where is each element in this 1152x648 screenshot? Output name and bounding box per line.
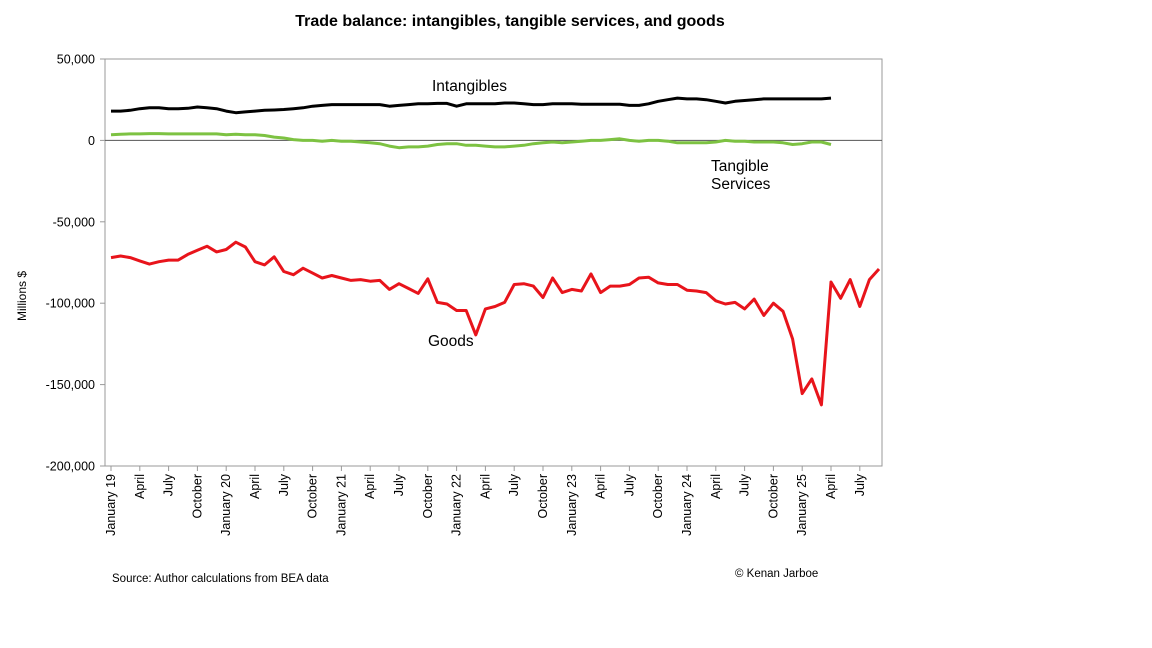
plot-area-border — [104, 58, 883, 467]
annotation-intangibles: Intangibles — [432, 78, 507, 95]
y-tick-label: 0 — [88, 134, 95, 148]
x-tick-label: January 19 — [104, 474, 118, 536]
x-tick-label: April — [248, 474, 262, 499]
x-tick-label: July — [738, 473, 752, 496]
x-tick-label: April — [594, 474, 608, 499]
y-tick-label: -200,000 — [46, 460, 95, 474]
x-tick-label: October — [651, 474, 665, 518]
chart-title: Trade balance: intangibles, tangible ser… — [295, 13, 725, 30]
x-tick-label: January 24 — [680, 474, 694, 536]
x-tick-label: April — [363, 474, 377, 499]
x-tick-label: October — [421, 474, 435, 518]
x-tick-label: April — [478, 474, 492, 499]
annotation-line: Tangible — [711, 158, 769, 175]
x-tick-label: July — [622, 473, 636, 496]
x-tick-label: January 22 — [450, 474, 464, 536]
annotation-tangible-services: Tangible Services — [711, 158, 771, 193]
x-tick-label: April — [824, 474, 838, 499]
x-tick-label: April — [133, 474, 147, 499]
copyright-note: © Kenan Jarboe — [735, 568, 819, 580]
annotation-goods: Goods — [428, 333, 474, 350]
x-tick-label: January 25 — [795, 474, 809, 536]
x-axis: January 19 April July October January 20 Apri… — [104, 466, 867, 536]
x-tick-label: January 21 — [334, 474, 348, 536]
x-tick-label: October — [766, 474, 780, 518]
x-tick-label: October — [190, 474, 204, 518]
y-axis-label: Millions $ — [15, 271, 29, 321]
x-tick-label: January 23 — [565, 474, 579, 536]
series-layer — [110, 96, 881, 407]
y-tick-label: -50,000 — [53, 215, 95, 229]
x-tick-label: July — [162, 473, 176, 496]
x-tick-label: April — [709, 474, 723, 499]
x-tick-label: January 20 — [219, 474, 233, 536]
y-tick-label: -150,000 — [46, 378, 95, 392]
series-line-intangibles — [111, 96, 832, 115]
x-tick-label: July — [507, 473, 521, 496]
x-tick-label: October — [536, 474, 550, 518]
y-tick-label: -100,000 — [46, 297, 95, 311]
annotation-line: Services — [711, 176, 771, 193]
x-tick-label: July — [853, 473, 867, 496]
source-note: Source: Author calculations from BEA dat… — [112, 573, 329, 585]
series-line-tangible-services — [110, 132, 832, 150]
series-line-goods — [110, 240, 881, 407]
x-tick-label: October — [306, 474, 320, 518]
y-axis: 50,000 0 -50,000 -100,000 -150,000 -200,000 — [46, 53, 105, 474]
y-tick-label: 50,000 — [57, 53, 95, 67]
x-tick-label: July — [392, 473, 406, 496]
x-tick-label: July — [277, 473, 291, 496]
